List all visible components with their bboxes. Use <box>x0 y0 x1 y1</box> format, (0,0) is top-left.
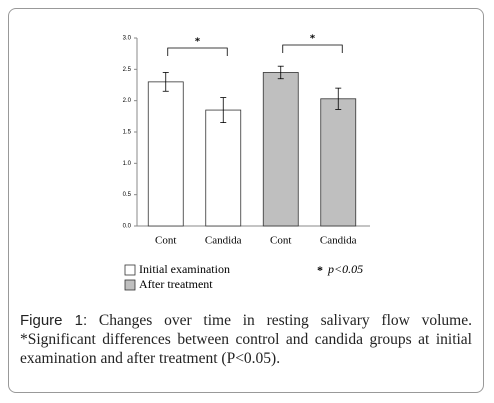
chart: 0.0 0.5 1.0 1.5 2.0 2.5 3.0 Cont Candida Cont Cand… <box>123 33 370 291</box>
x-tick-label: Candida <box>320 235 357 247</box>
x-tick-label: Candida <box>205 235 242 247</box>
error-bar <box>335 87 342 110</box>
y-tick-label: 0.0 <box>123 224 132 230</box>
significance-bracket <box>282 44 343 53</box>
error-bar <box>220 97 227 123</box>
x-tick-label: Cont <box>270 235 291 247</box>
y-tick-label: 3.0 <box>123 36 132 42</box>
significance-star: * <box>195 36 201 48</box>
bar <box>262 72 299 227</box>
y-tick-label: 2.0 <box>123 98 132 104</box>
legend-swatch <box>124 264 136 276</box>
x-tick-label: Cont <box>155 235 176 247</box>
caption-text: Changes over time in resting salivary fl… <box>20 312 472 367</box>
bar <box>320 98 357 227</box>
bar <box>205 109 242 227</box>
y-tick-label: 2.5 <box>123 67 132 73</box>
caption: Figure 1: Changes over time in resting s… <box>20 311 472 368</box>
y-tick-label: 1.0 <box>123 161 132 167</box>
significance-star: * <box>310 33 316 45</box>
legend-swatch <box>124 279 136 291</box>
legend-label: After treatment <box>139 277 213 291</box>
legend-star: * <box>317 263 323 277</box>
legend-significance: p<0.05 <box>327 262 363 276</box>
y-tick-label: 1.5 <box>123 130 132 136</box>
figure-frame <box>8 8 484 393</box>
error-bar <box>162 72 169 92</box>
bar <box>147 81 184 227</box>
error-bar <box>277 65 284 80</box>
y-tick-label: 0.5 <box>123 192 132 198</box>
legend-label: Initial examination <box>139 262 230 276</box>
significance-bracket <box>167 47 228 56</box>
caption-label: Figure 1: <box>20 312 88 329</box>
